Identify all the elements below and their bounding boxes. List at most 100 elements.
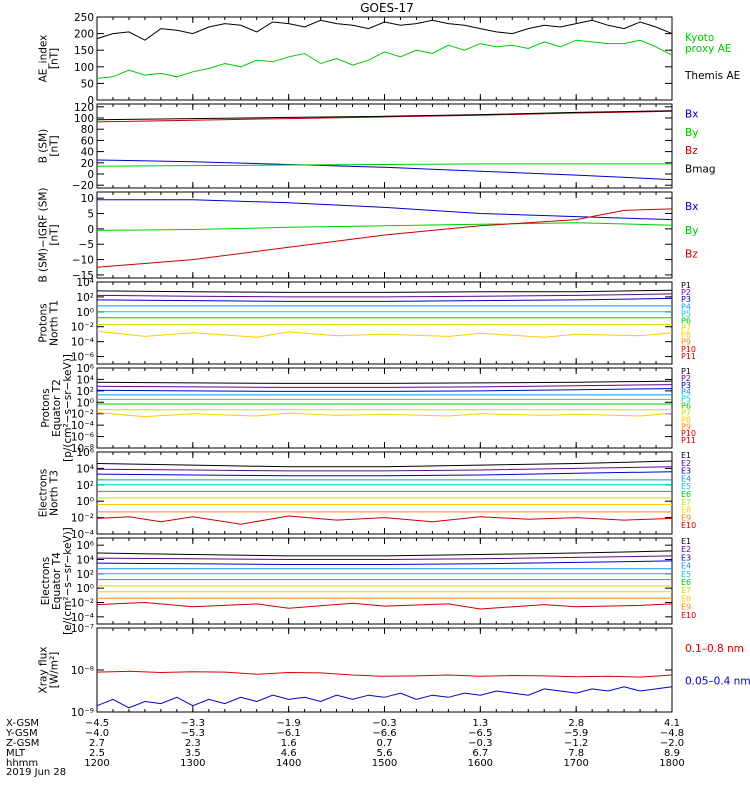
panel-frame bbox=[96, 281, 673, 365]
axis-row-value: 0.7 bbox=[377, 738, 393, 749]
y-tick-label: 10⁻⁴ bbox=[71, 420, 94, 432]
date-label: 2019 Jun 28 bbox=[6, 767, 66, 778]
axis-row-value: −0.3 bbox=[372, 718, 396, 729]
y-tick-label: 0 bbox=[87, 224, 94, 236]
time-axis-table: X-GSM −4.5 −3.3 −1.9 −0.3 1.3 2.8 4.1 Y-GSM −4.0 −… bbox=[5, 718, 685, 769]
axis-row-value: 5.6 bbox=[377, 748, 393, 759]
y-tick-label: 10⁻² bbox=[71, 409, 94, 421]
axis-row-value: −5.3 bbox=[181, 728, 205, 739]
panel-6: 10⁶ 10⁴ 10² 10⁰ 10⁻² 10⁻⁴ Electrons Equator T4[… bbox=[40, 527, 696, 635]
y-tick-label: 10⁻⁴ bbox=[71, 337, 94, 349]
legend-E10: E10 bbox=[681, 521, 696, 530]
legend-P2: P2 bbox=[681, 374, 691, 383]
legend-E7: E7 bbox=[681, 586, 691, 595]
y-axis-label: B (SM) bbox=[38, 129, 50, 163]
y-tick-label: 10⁻² bbox=[71, 598, 94, 610]
legend-E8: E8 bbox=[681, 594, 691, 603]
legend-P11: P11 bbox=[681, 436, 696, 445]
legend-P9: P9 bbox=[681, 422, 691, 431]
y-axis-label: B (SM)−IGRF (SM) bbox=[38, 187, 50, 282]
legend-Bz: Bz bbox=[685, 249, 698, 261]
legend-P5: P5 bbox=[681, 395, 691, 404]
series-line-0-05-0-4-nm bbox=[96, 686, 673, 709]
axis-row-value: −5.9 bbox=[564, 728, 588, 739]
legend-By: By bbox=[685, 127, 698, 139]
panel-frame bbox=[96, 627, 673, 713]
axis-row-label: X-GSM bbox=[6, 718, 39, 729]
series-line-E1 bbox=[96, 460, 673, 468]
y-tick-label: 40 bbox=[81, 147, 94, 159]
axis-row-value: −6.5 bbox=[468, 728, 492, 739]
series-line-E3 bbox=[96, 471, 673, 477]
y-tick-label: 10⁴ bbox=[76, 374, 94, 386]
legend-Bx: Bx bbox=[685, 109, 698, 121]
y-tick-label: 10² bbox=[76, 569, 94, 581]
y-tick-label: 60 bbox=[81, 135, 94, 147]
axis-row-value: 2.8 bbox=[568, 718, 584, 729]
y-tick-label: 0 bbox=[87, 95, 94, 107]
series-line-E2 bbox=[96, 555, 673, 560]
y-tick-label: 120 bbox=[74, 102, 94, 114]
legend-E1: E1 bbox=[681, 537, 691, 546]
axis-row-value: 4.6 bbox=[281, 748, 297, 759]
series-line-P1 bbox=[96, 380, 673, 384]
y-tick-label: 10⁴ bbox=[76, 277, 94, 289]
axis-row-value: 1500 bbox=[372, 758, 397, 769]
series-line-P8 bbox=[96, 330, 673, 338]
y-tick-label: 100 bbox=[74, 113, 94, 125]
y-axis-label: Xray flux bbox=[38, 647, 50, 694]
y-axis-label: Equator T4 bbox=[51, 552, 63, 610]
y-tick-label: 10⁻⁸ bbox=[71, 443, 94, 455]
legend-Kyoto-proxy-AE: proxy AE bbox=[685, 43, 731, 55]
y-tick-label: 150 bbox=[74, 45, 94, 57]
legend-P3: P3 bbox=[681, 295, 691, 304]
y-tick-label: 10⁴ bbox=[76, 463, 94, 475]
y-axis-label: Electrons bbox=[38, 469, 50, 518]
y-tick-label: 5 bbox=[87, 209, 94, 221]
legend-By: By bbox=[685, 225, 698, 237]
axis-row-value: 1800 bbox=[659, 758, 684, 769]
y-tick-label: 10⁻⁸ bbox=[71, 665, 94, 677]
y-tick-label: −10 bbox=[72, 255, 94, 267]
series-line-Bx bbox=[97, 199, 673, 221]
legend-P5: P5 bbox=[681, 309, 691, 318]
legend-E7: E7 bbox=[681, 498, 691, 507]
y-axis-label: [nT] bbox=[49, 224, 61, 245]
legend-E9: E9 bbox=[681, 603, 691, 612]
legend-P11: P11 bbox=[681, 352, 696, 361]
axis-row-value: 2.5 bbox=[89, 748, 105, 759]
legend-Bx: Bx bbox=[685, 201, 698, 213]
axis-row-value: 2.3 bbox=[185, 738, 201, 749]
legend-E9: E9 bbox=[681, 513, 691, 522]
axis-row-value: −2.0 bbox=[660, 738, 684, 749]
y-tick-label: −5 bbox=[79, 239, 94, 251]
series-line-0-1-0-8-nm bbox=[96, 670, 673, 678]
legend-P7: P7 bbox=[681, 324, 691, 333]
y-tick-label: −15 bbox=[72, 270, 94, 282]
legend-P4: P4 bbox=[681, 388, 691, 397]
series-line-Bx bbox=[96, 159, 673, 181]
axis-row-label: Z-GSM bbox=[6, 738, 39, 749]
series-line-By bbox=[96, 222, 673, 231]
series-line-P1 bbox=[96, 289, 673, 293]
y-axis-label: North T1 bbox=[49, 300, 61, 346]
axis-row-value: 1300 bbox=[180, 758, 205, 769]
legend-Bmag: Bmag bbox=[685, 163, 716, 175]
legend-Themis-AE: Themis AE bbox=[684, 70, 740, 82]
legend-E2: E2 bbox=[681, 459, 691, 468]
y-tick-label: 10⁰ bbox=[76, 307, 94, 319]
legend-E10: E10 bbox=[681, 611, 696, 620]
panel-2: −15 −10 −5 0 5 10 B (SM)−IGRF (SM) [nT] Bx By Bz bbox=[38, 187, 699, 282]
legend-Kyoto-proxy-AE: Kyoto bbox=[685, 32, 714, 44]
series-line-P2 bbox=[96, 384, 673, 388]
series-line-Kyoto-proxy-AE bbox=[96, 39, 673, 79]
y-tick-label: 10⁰ bbox=[76, 496, 94, 508]
y-axis-label: Protons bbox=[38, 303, 50, 342]
series-line-E10 bbox=[96, 515, 673, 525]
axis-row-label: MLT bbox=[6, 748, 26, 759]
y-tick-label: 10⁻⁶ bbox=[71, 352, 94, 364]
y-axis-label: Equator T2 bbox=[51, 379, 63, 437]
